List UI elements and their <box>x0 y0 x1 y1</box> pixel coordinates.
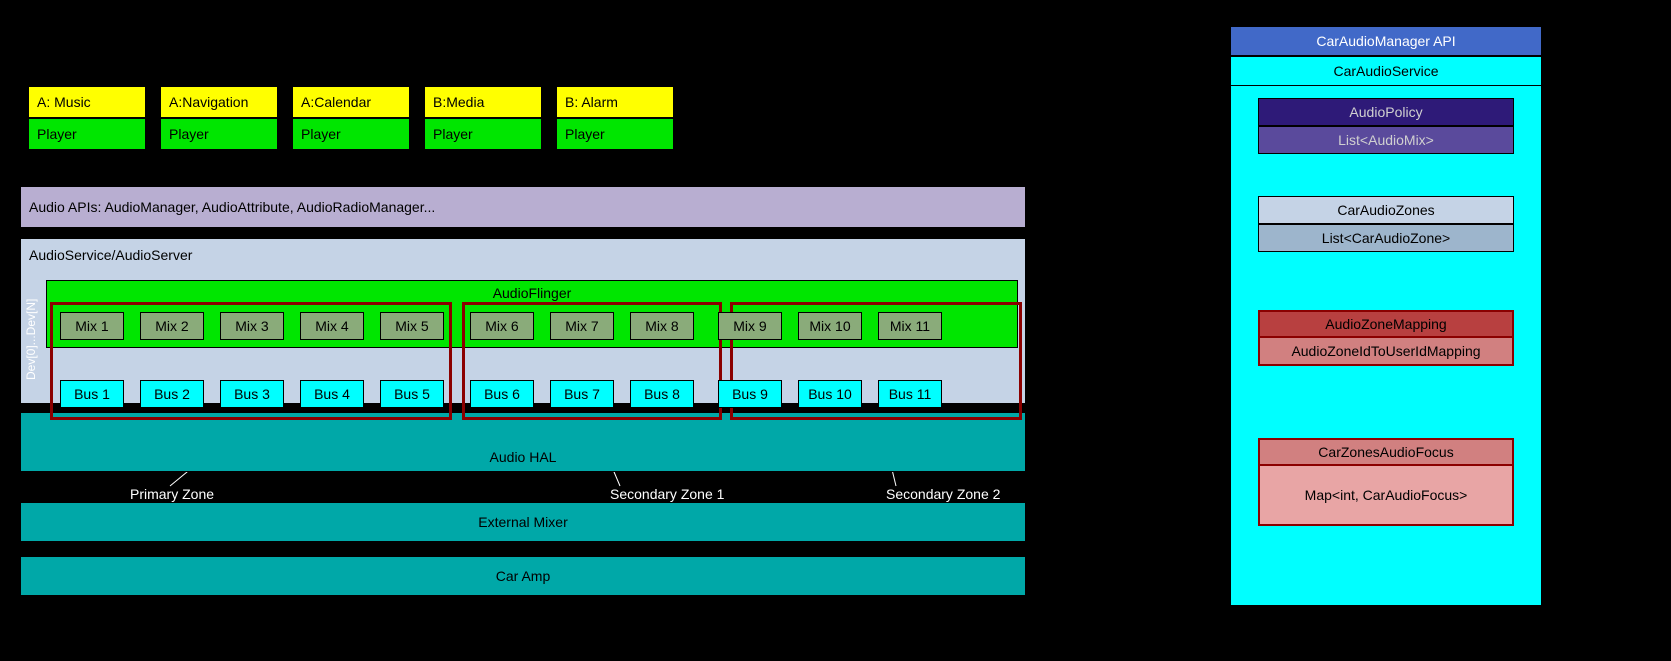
car-amp: Car Amp <box>20 556 1026 596</box>
api-bar: Audio APIs: AudioManager, AudioAttribute… <box>20 186 1026 228</box>
car-zones-focus: CarZonesAudioFocus <box>1258 438 1514 466</box>
app-title: A:Calendar <box>292 86 410 118</box>
zone-user-mapping: AudioZoneIdToUserIdMapping <box>1258 338 1514 366</box>
app-player: Player <box>28 118 146 150</box>
list-car-audio-zone: List<CarAudioZone> <box>1258 224 1514 252</box>
app-title: B:Media <box>424 86 542 118</box>
audio-hal: Audio HAL <box>20 412 1026 472</box>
mix-box: Mix 2 <box>140 312 204 340</box>
app-player: Player <box>160 118 278 150</box>
app-player: Player <box>292 118 410 150</box>
mix-box: Mix 7 <box>550 312 614 340</box>
zone-label-primary: Primary Zone <box>130 486 214 502</box>
bus-box: Bus 1 <box>60 380 124 408</box>
bus-box: Bus 6 <box>470 380 534 408</box>
mix-box: Mix 1 <box>60 312 124 340</box>
bus-box: Bus 7 <box>550 380 614 408</box>
app-title: B: Alarm <box>556 86 674 118</box>
app-player: Player <box>556 118 674 150</box>
mix-box: Mix 9 <box>718 312 782 340</box>
car-audio-manager-api: CarAudioManager API <box>1230 26 1542 56</box>
bus-box: Bus 5 <box>380 380 444 408</box>
mix-box: Mix 3 <box>220 312 284 340</box>
external-mixer: External Mixer <box>20 502 1026 542</box>
car-audio-service: CarAudioService <box>1230 56 1542 86</box>
mix-box: Mix 4 <box>300 312 364 340</box>
bus-box: Bus 11 <box>878 380 942 408</box>
bus-box: Bus 10 <box>798 380 862 408</box>
mix-box: Mix 11 <box>878 312 942 340</box>
audio-policy: AudioPolicy <box>1258 98 1514 126</box>
audio-zone-mapping: AudioZoneMapping <box>1258 310 1514 338</box>
map-focus: Map<int, CarAudioFocus> <box>1258 466 1514 526</box>
zone-label-sec2: Secondary Zone 2 <box>886 486 1000 502</box>
bus-box: Bus 8 <box>630 380 694 408</box>
mix-box: Mix 5 <box>380 312 444 340</box>
app-player: Player <box>424 118 542 150</box>
car-audio-zones: CarAudioZones <box>1258 196 1514 224</box>
mix-box: Mix 8 <box>630 312 694 340</box>
bus-box: Bus 9 <box>718 380 782 408</box>
bus-box: Bus 4 <box>300 380 364 408</box>
bus-box: Bus 3 <box>220 380 284 408</box>
mix-box: Mix 6 <box>470 312 534 340</box>
dev-note: Dev[0]...Dev[N] <box>24 299 38 380</box>
mix-box: Mix 10 <box>798 312 862 340</box>
bus-box: Bus 2 <box>140 380 204 408</box>
list-audiomix: List<AudioMix> <box>1258 126 1514 154</box>
app-title: A: Music <box>28 86 146 118</box>
app-title: A:Navigation <box>160 86 278 118</box>
zone-label-sec1: Secondary Zone 1 <box>610 486 724 502</box>
